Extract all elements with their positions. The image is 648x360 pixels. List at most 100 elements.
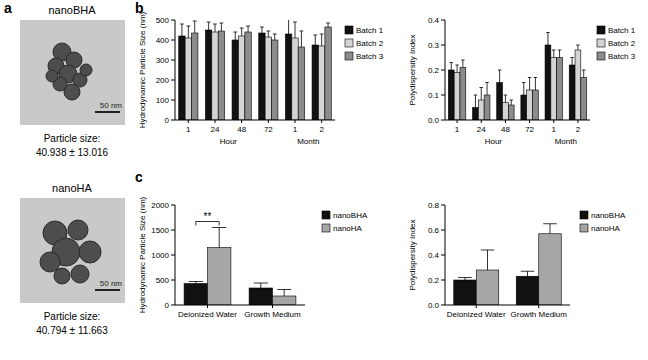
error-bar [246, 26, 250, 32]
error-bar [240, 28, 244, 36]
image-caption: Particle size: [44, 311, 101, 322]
legend-label: Batch 2 [356, 39, 384, 48]
bar [545, 45, 551, 120]
micrograph [20, 198, 125, 303]
y-tick [441, 280, 445, 281]
y-tick-label: 0.1 [428, 91, 440, 100]
legend-label: nanoHA [333, 224, 363, 233]
y-axis-title: Polydispersity Index [408, 219, 417, 290]
error-line [208, 22, 209, 30]
x-tick [476, 305, 477, 308]
scale-bar-label: 50 nm [100, 101, 123, 110]
y-tick [441, 70, 445, 71]
error-line [535, 78, 536, 91]
error-bar [207, 22, 211, 30]
error-cap [521, 271, 535, 272]
error-cap [474, 95, 477, 96]
particle [80, 64, 92, 76]
y-tick [441, 20, 445, 21]
error-line [559, 50, 560, 58]
error-cap [522, 82, 525, 83]
x-tick [241, 120, 242, 123]
x-tick-label: 2 [319, 125, 324, 134]
error-bar [180, 24, 184, 36]
error-bar [481, 250, 495, 270]
error-line [529, 78, 530, 91]
error-cap [582, 70, 585, 71]
image-caption: Particle size: [44, 133, 101, 144]
x-tick [215, 120, 216, 123]
particle-size: 40.938 ± 13.016 [36, 147, 109, 158]
x-tick [481, 120, 482, 123]
y-axis-title: Hydrodynamic Particle Size (nm) [138, 196, 147, 313]
y-tick [441, 120, 445, 121]
y-tick-label: 0.2 [428, 276, 440, 285]
bar [521, 95, 527, 120]
error-bar [576, 45, 579, 50]
error-cap [570, 57, 573, 58]
error-line [288, 20, 289, 34]
y-tick [171, 60, 175, 61]
scale-bar [95, 289, 120, 291]
y-tick [441, 255, 445, 256]
x-tick-label: Deionized Water [447, 310, 506, 319]
error-line [321, 34, 322, 46]
x-axis [175, 120, 335, 121]
y-tick [171, 280, 175, 281]
bar [292, 38, 298, 120]
y-tick [171, 230, 175, 231]
x-tick [457, 120, 458, 123]
error-cap [320, 34, 324, 35]
legend-label: nanoBHA [591, 211, 626, 220]
bar [484, 95, 490, 120]
legend-swatch [322, 211, 330, 219]
figure: abcnanoBHA50 nmParticle size:40.938 ± 13… [0, 0, 648, 360]
error-cap [273, 34, 277, 35]
bar [192, 33, 198, 120]
y-tick [441, 95, 445, 96]
error-bar [521, 271, 535, 276]
bar [454, 280, 477, 305]
y-tick-label: 100 [156, 96, 170, 105]
error-cap [576, 45, 579, 46]
error-line [221, 23, 222, 31]
y-tick [171, 80, 175, 81]
y-tick-label: 0.4 [428, 16, 440, 25]
error-bar [266, 31, 270, 37]
error-bar [189, 282, 203, 284]
bar [232, 40, 238, 120]
error-line [481, 88, 482, 101]
significance-label: ** [204, 211, 212, 222]
error-bar [498, 70, 501, 83]
bar [265, 37, 271, 120]
error-line [550, 224, 551, 234]
x-tick-label: 2 [576, 125, 581, 134]
bar [185, 38, 191, 120]
bar [212, 32, 218, 120]
error-bar [293, 22, 297, 38]
bar [245, 32, 251, 120]
x-axis [445, 120, 590, 121]
error-cap [534, 77, 537, 78]
x-tick-label: Growth Medium [244, 310, 301, 319]
error-bar [320, 34, 324, 46]
error-bar [455, 65, 458, 73]
legend-swatch [322, 224, 330, 232]
bar [551, 58, 557, 121]
x-axis [175, 305, 305, 306]
particle-size: 40.794 ± 11.663 [36, 325, 108, 336]
legend-swatch [580, 224, 588, 232]
y-tick [171, 305, 175, 306]
y-tick [441, 205, 445, 206]
bar [581, 78, 587, 121]
error-cap [266, 31, 270, 32]
legend-label: nanoBHA [333, 211, 368, 220]
x-tick-label: Growth Medium [511, 310, 568, 319]
error-bar [458, 278, 472, 281]
error-line [194, 21, 195, 33]
bar [325, 27, 331, 120]
y-tick-label: 0.6 [428, 226, 440, 235]
y-tick [171, 255, 175, 256]
error-line [527, 271, 528, 276]
particle [54, 268, 70, 284]
